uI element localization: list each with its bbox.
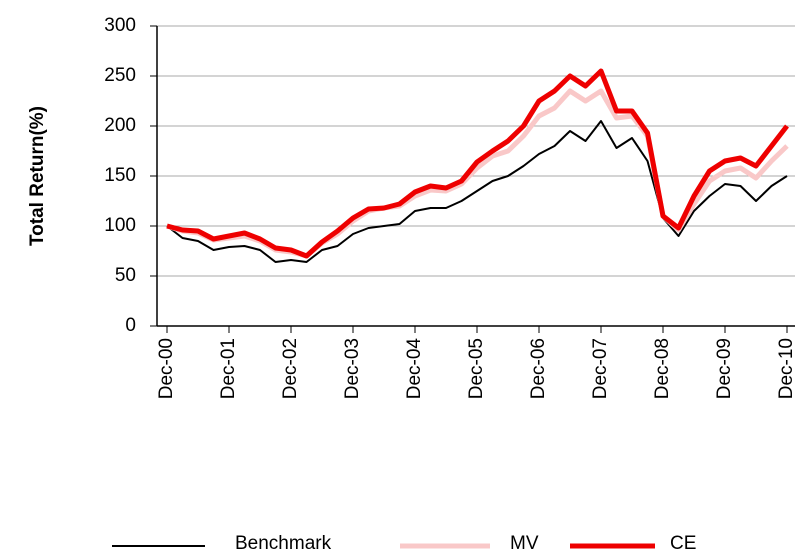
legend-label: Benchmark [235,533,332,554]
x-tick-label: Dec-00 [156,338,177,399]
y-tick-label: 50 [115,265,136,286]
x-tick-label: Dec-02 [280,338,301,399]
y-tick-label: 300 [104,15,136,36]
legend-label: MV [510,533,539,554]
x-tick-label: Dec-04 [404,338,425,400]
x-tick-label: Dec-10 [776,338,797,399]
y-axis-label: Total Return(%) [27,106,48,246]
x-tick-label: Dec-05 [466,338,487,399]
x-tick-label: Dec-06 [528,338,549,399]
x-tick-label: Dec-07 [590,338,611,399]
legend-label: CE [670,533,696,554]
x-tick-label: Dec-08 [652,338,673,399]
line-series [166,88,789,259]
x-tick-label: Dec-09 [714,338,735,399]
y-tick-label: 250 [104,65,136,86]
y-tick-label: 200 [104,115,136,136]
x-tick-label: Dec-01 [218,338,239,399]
y-tick-label: 0 [125,315,136,336]
x-tick-label: Dec-03 [342,338,363,399]
y-tick-label: 100 [104,215,136,236]
y-tick-label: 150 [104,165,136,186]
line-series [166,68,789,259]
line-series [166,120,788,263]
